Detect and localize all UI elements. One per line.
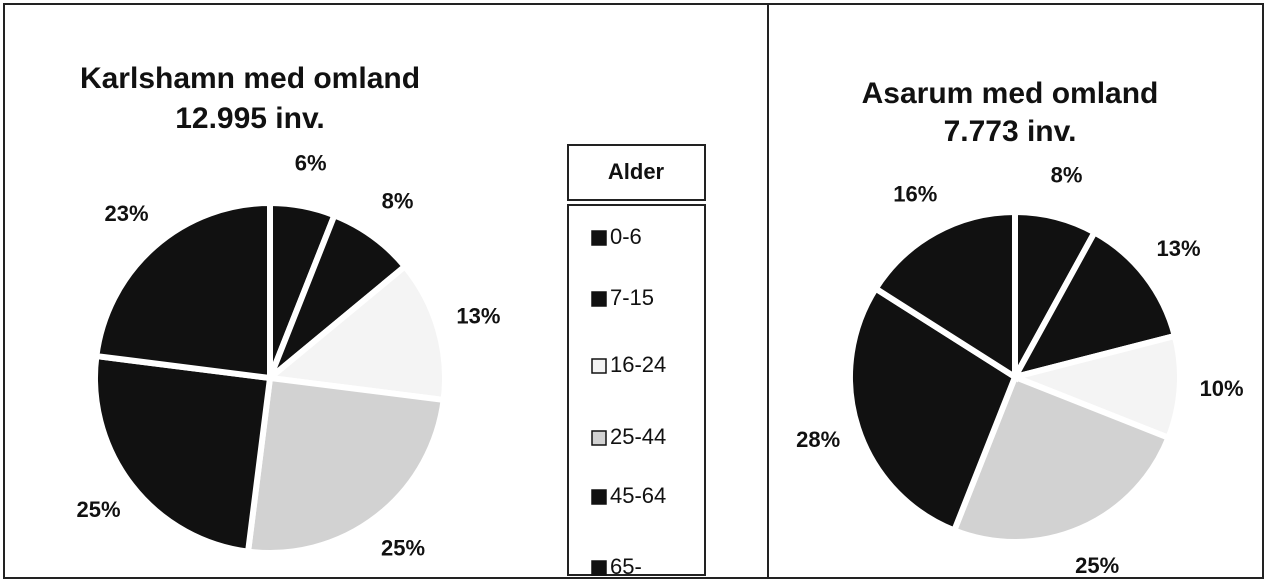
legend-label: 0-6 — [610, 224, 642, 249]
legend-label: 7-15 — [610, 285, 654, 310]
pie-slice — [92, 352, 274, 555]
data-label: 28% — [796, 427, 840, 452]
chart-subtitle: 7.773 inv. — [944, 115, 1077, 148]
pie-slice — [871, 208, 1018, 383]
data-label: 13% — [456, 303, 500, 328]
data-label: 6% — [295, 151, 327, 176]
legend-label: 65- — [610, 554, 642, 579]
pie-slice — [93, 199, 273, 382]
chart-title: Karlshamn med omland — [80, 62, 420, 95]
data-label: 25% — [381, 535, 425, 560]
legend-swatch — [591, 230, 607, 246]
data-label: 25% — [77, 497, 121, 522]
data-label: 16% — [893, 181, 937, 206]
legend-swatch — [591, 291, 607, 307]
frame — [3, 3, 1264, 579]
legend-swatch — [591, 489, 607, 505]
data-label: 23% — [104, 201, 148, 226]
pie-slice — [1005, 332, 1183, 442]
legend-swatch — [591, 560, 607, 576]
data-label: 10% — [1200, 376, 1244, 401]
chart-title: Asarum med omland — [862, 77, 1159, 110]
data-label: 13% — [1157, 236, 1201, 261]
data-label: 25% — [1075, 553, 1119, 578]
pie-slice — [1009, 228, 1179, 382]
legend — [567, 204, 706, 576]
legend-swatch — [591, 430, 607, 446]
data-label: 8% — [1051, 162, 1083, 187]
data-label: 8% — [382, 188, 414, 213]
legend-label: 45-64 — [610, 483, 666, 508]
legend-label: 16-24 — [610, 352, 666, 377]
chart-subtitle: 12.995 inv. — [175, 102, 325, 135]
legend-swatch — [591, 358, 607, 374]
legend-label: 25-44 — [610, 424, 666, 449]
pie-slice — [847, 284, 1019, 535]
pie-slice — [244, 374, 447, 556]
pie-slice — [950, 373, 1173, 545]
legend-title: Alder — [608, 159, 665, 184]
legend-header — [567, 144, 706, 201]
pie-slice — [262, 262, 448, 404]
